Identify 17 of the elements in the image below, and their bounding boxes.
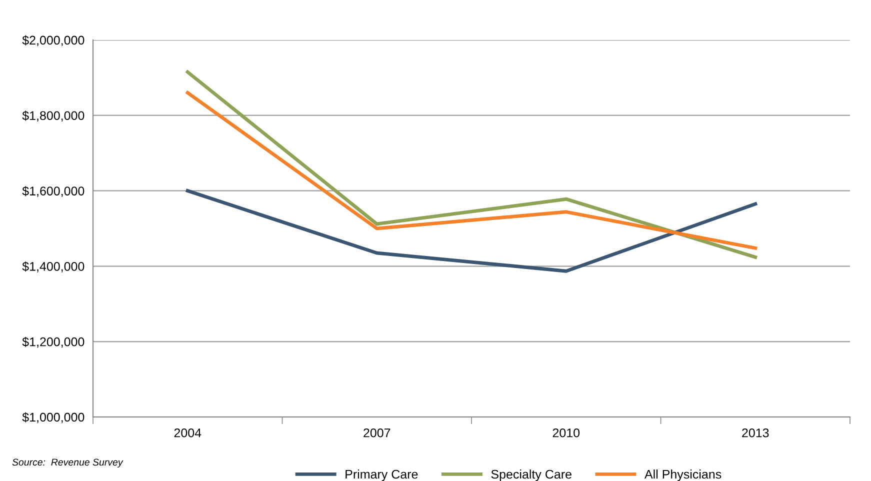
- y-tick-label: $1,200,000: [22, 336, 84, 348]
- x-tick-label: 2007: [364, 428, 390, 438]
- source-note: Source: Revenue Survey: [12, 458, 124, 468]
- y-tick-label: $1,400,000: [22, 261, 84, 272]
- y-tick-label: $1,800,000: [22, 110, 84, 122]
- line-series: [186, 70, 758, 259]
- line-series: [186, 91, 758, 250]
- x-tick-label: 2004: [174, 428, 202, 438]
- x-tick-label: 2010: [552, 428, 580, 438]
- legend-label: Primary Care: [346, 470, 418, 481]
- y-tick-label: $2,000,000: [22, 35, 84, 46]
- y-tick-label: $1,000,000: [22, 412, 84, 424]
- legend-label: All Physicians: [644, 470, 722, 481]
- y-tick-label: $1,600,000: [22, 186, 84, 197]
- legend-label: Specialty Care: [491, 470, 572, 481]
- line-series: [186, 189, 758, 273]
- x-tick-label: 2013: [742, 428, 769, 438]
